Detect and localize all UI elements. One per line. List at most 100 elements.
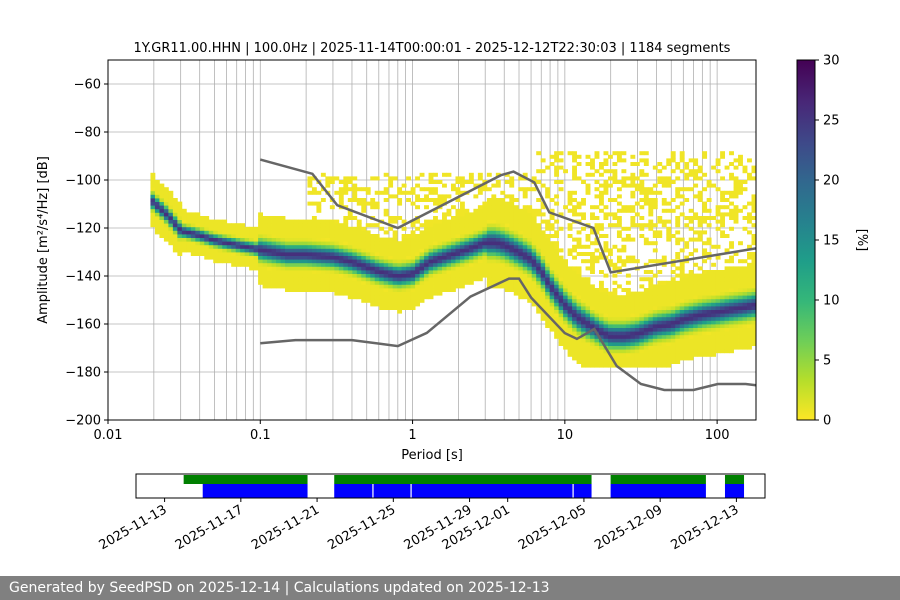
density-cell	[648, 284, 654, 289]
density-cell	[540, 234, 546, 238]
density-cell	[379, 291, 385, 296]
density-cell	[293, 255, 299, 260]
density-cell	[518, 284, 524, 289]
density-cell	[486, 201, 492, 206]
density-cell	[603, 298, 609, 303]
density-cell	[616, 266, 622, 271]
density-cell	[576, 331, 582, 336]
density-cell	[334, 291, 340, 296]
density-cell	[486, 241, 492, 246]
density-cell	[410, 277, 416, 282]
density-cell	[738, 309, 743, 314]
density-cell	[388, 244, 394, 249]
density-cell	[729, 349, 734, 354]
density-cell	[406, 176, 412, 181]
density-cell	[311, 201, 317, 206]
density-cell	[343, 216, 349, 220]
density-cell	[657, 334, 663, 339]
density-cell	[177, 241, 183, 246]
density-cell	[661, 180, 667, 184]
density-cell	[208, 241, 214, 246]
density-cell	[747, 230, 752, 235]
density-cell	[724, 309, 730, 314]
density-cell	[751, 223, 756, 228]
density-cell	[267, 237, 272, 242]
density-cell	[711, 306, 717, 310]
density-cell	[666, 230, 672, 235]
density-cell	[195, 212, 201, 217]
density-cell	[738, 273, 743, 278]
density-cell	[661, 291, 667, 296]
density-cell	[325, 248, 331, 253]
density-cell	[612, 306, 618, 310]
density-cell	[599, 345, 604, 350]
density-cell	[697, 342, 703, 346]
density-cell	[643, 352, 649, 357]
density-cell	[576, 252, 582, 256]
density-cell	[715, 316, 721, 321]
density-cell	[607, 327, 613, 332]
density-cell	[607, 313, 613, 318]
density-cell	[509, 223, 515, 228]
density-cell	[325, 244, 331, 249]
density-cell	[437, 219, 443, 224]
density-cell	[540, 302, 546, 307]
density-cell	[679, 273, 685, 278]
density-cell	[643, 187, 649, 192]
density-cell	[661, 356, 667, 361]
density-cell	[563, 277, 569, 282]
density-cell	[666, 331, 672, 336]
density-cell	[545, 259, 551, 264]
density-cell	[621, 334, 627, 339]
density-cell	[648, 306, 654, 310]
density-cell	[311, 266, 317, 271]
density-cell	[361, 187, 367, 192]
density-cell	[625, 226, 631, 231]
density-cell	[379, 306, 385, 310]
density-cell	[150, 216, 156, 220]
density-cell	[536, 266, 542, 271]
density-cell	[334, 262, 340, 267]
density-cell	[688, 273, 694, 278]
density-cell	[567, 352, 573, 357]
density-cell	[459, 280, 465, 285]
density-cell	[729, 298, 734, 303]
density-cell	[446, 212, 452, 217]
density-cell	[311, 288, 317, 292]
density-cell	[262, 284, 268, 289]
density-cell	[567, 338, 573, 343]
density-cell	[545, 324, 551, 328]
density-cell	[415, 241, 420, 246]
density-cell	[711, 338, 717, 343]
density-cell	[320, 255, 326, 260]
density-cell	[500, 198, 506, 202]
density-cell	[567, 327, 573, 332]
density-cell	[720, 316, 726, 321]
density-cell	[253, 248, 259, 253]
density-cell	[518, 252, 524, 256]
density-cell	[522, 226, 528, 231]
density-cell	[446, 226, 452, 231]
density-cell	[383, 273, 389, 278]
density-cell	[482, 234, 488, 238]
density-cell	[585, 327, 591, 332]
density-cell	[684, 176, 690, 181]
density-cell	[643, 270, 649, 274]
density-cell	[549, 226, 555, 231]
density-cell	[419, 237, 425, 242]
density-cell	[401, 277, 407, 282]
density-cell	[397, 262, 403, 267]
density-cell	[433, 216, 438, 220]
density-cell	[388, 291, 394, 296]
density-cell	[576, 270, 582, 274]
density-cell	[720, 295, 726, 300]
density-cell	[352, 176, 358, 181]
density-cell	[545, 309, 551, 314]
density-cell	[585, 237, 591, 242]
density-cell	[401, 291, 407, 296]
density-cell	[675, 205, 681, 210]
density-cell	[720, 349, 726, 354]
density-cell	[500, 255, 506, 260]
density-cell	[558, 342, 564, 346]
density-cell	[684, 288, 690, 292]
